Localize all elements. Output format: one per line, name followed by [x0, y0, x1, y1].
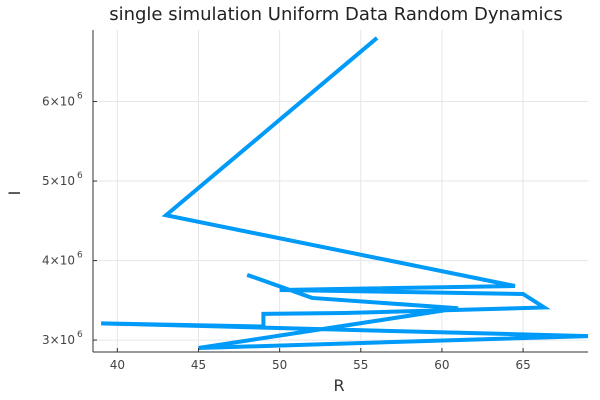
y-tick-exponent-3: 6 [77, 92, 83, 102]
x-axis-label: R [333, 376, 344, 395]
series-layer [101, 36, 589, 351]
y-tick-exponent-1: 6 [77, 251, 83, 261]
x-tick-label-3: 55 [353, 358, 368, 372]
y-tick-label-2: 5×10 [42, 174, 75, 188]
chart-title: single simulation Uniform Data Random Dy… [109, 4, 563, 25]
series-line-0 [101, 36, 589, 351]
x-tick-label-1: 45 [191, 358, 206, 372]
y-tick-label-3: 6×10 [42, 95, 75, 109]
x-tick-label-5: 65 [515, 358, 530, 372]
ticks-layer: 40 45 50 55 60 653×10 64×10 65×10 66×10 6 [42, 92, 531, 372]
y-axis-label: I [5, 191, 24, 196]
x-tick-label-2: 50 [272, 358, 287, 372]
x-tick-label-4: 60 [434, 358, 449, 372]
y-tick-label-1: 4×10 [42, 254, 75, 268]
axes-layer [92, 30, 588, 353]
grid-layer [93, 30, 588, 352]
y-tick-exponent-2: 6 [77, 171, 83, 181]
y-tick-label-0: 3×10 [42, 333, 75, 347]
x-tick-label-0: 40 [110, 358, 125, 372]
y-tick-exponent-0: 6 [77, 330, 83, 340]
